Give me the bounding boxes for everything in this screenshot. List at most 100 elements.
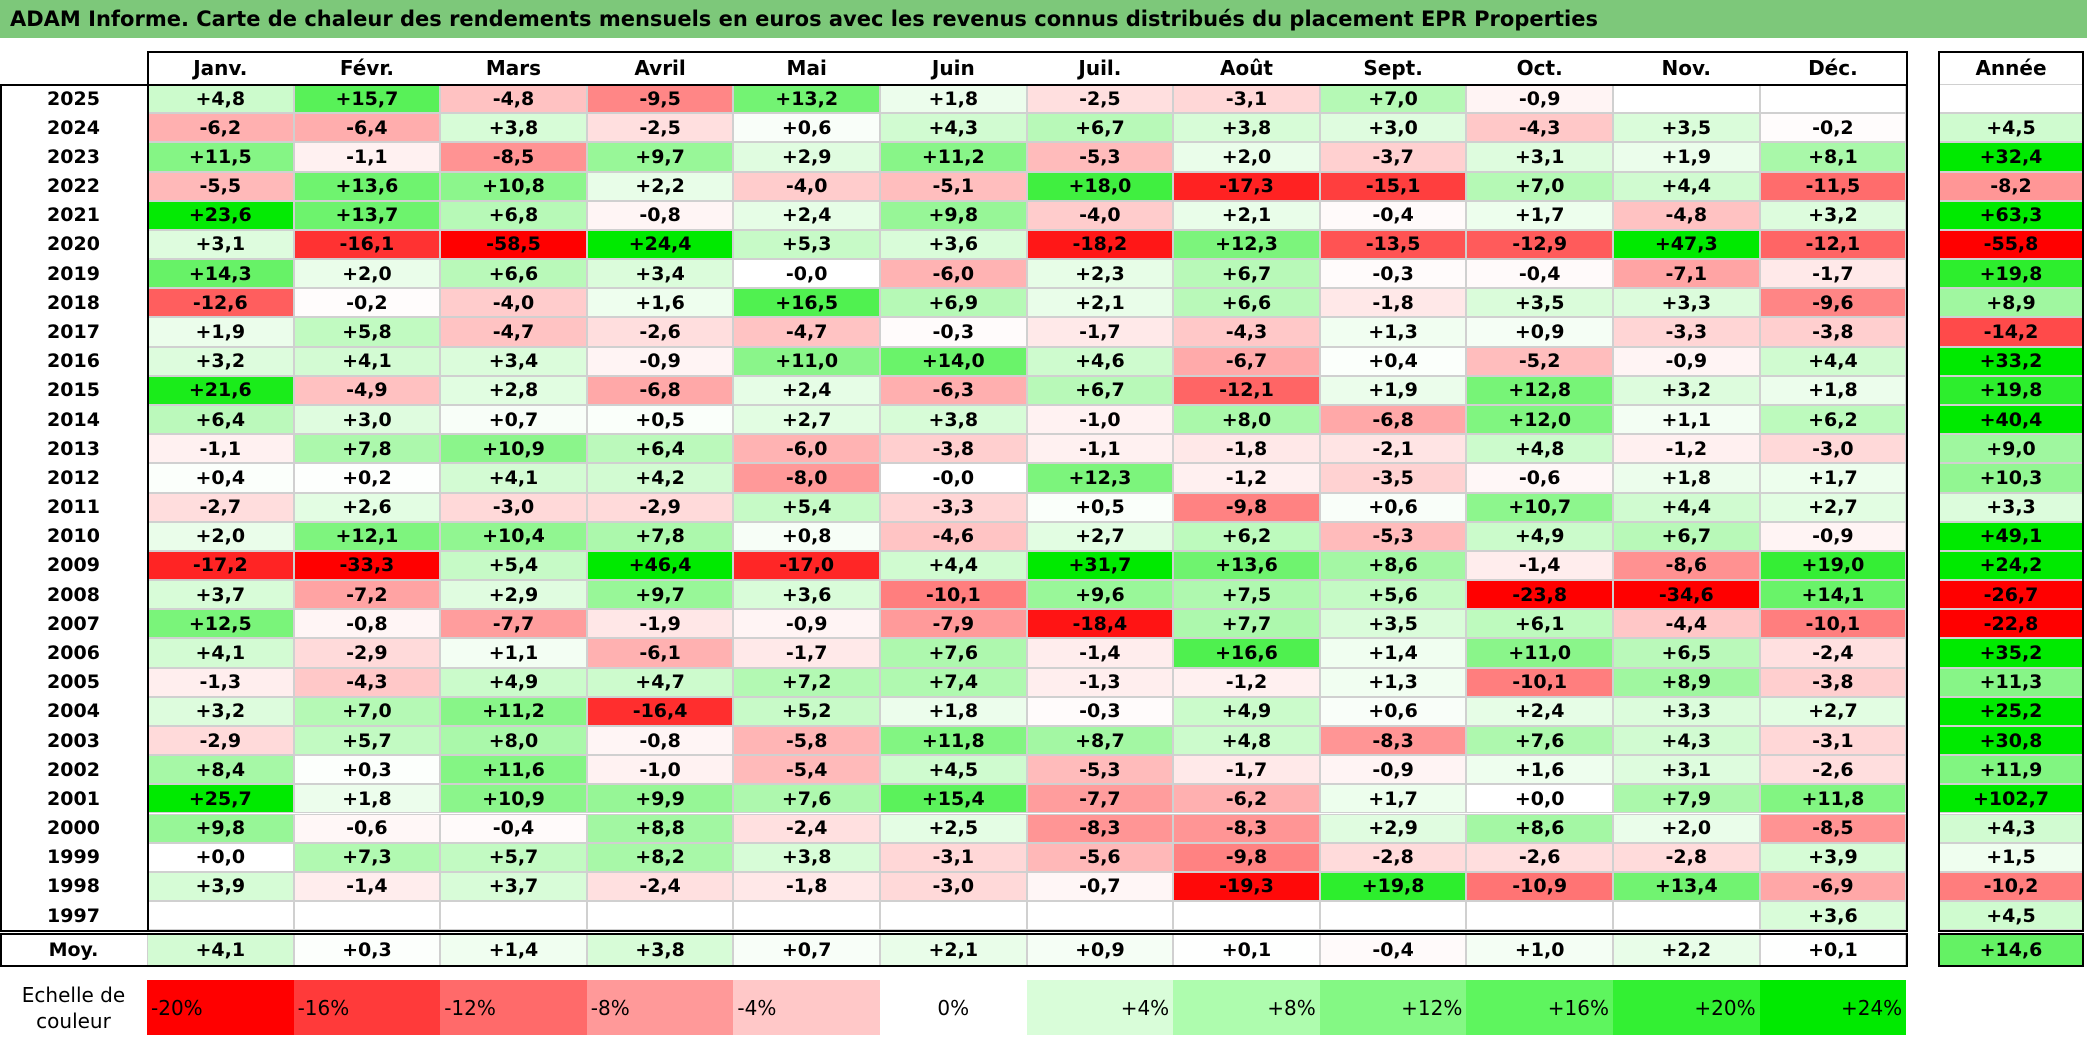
- legend-step: -4%: [733, 980, 880, 1035]
- heatmap-cell: -3,0: [440, 492, 587, 522]
- heatmap-cell: [586, 901, 734, 931]
- heatmap-cell: +3,2: [1759, 200, 1907, 230]
- heatmap-cell: +8,0: [440, 725, 587, 756]
- heatmap-cell: -2,7: [147, 492, 294, 522]
- heatmap-cell: +8,6: [1319, 550, 1467, 581]
- heatmap-cell: +0,7: [440, 404, 587, 435]
- heatmap-cell: +4,7: [586, 667, 734, 697]
- year-label: 2020: [47, 233, 100, 256]
- heatmap-cell: +8,9: [1613, 667, 1760, 697]
- heatmap-cell: +14,1: [1759, 580, 1907, 610]
- heatmap-cell: +1,1: [440, 638, 587, 668]
- year-label: 2025: [47, 87, 100, 110]
- annual-cell: +40,4: [1938, 404, 2084, 435]
- heatmap-cell: +2,0: [147, 521, 294, 551]
- heatmap-cell: -4,9: [293, 375, 441, 405]
- annual-cell: -55,8: [1938, 229, 2084, 260]
- annual-cell: +3,3: [1938, 492, 2084, 522]
- heatmap-cell: -6,4: [293, 113, 441, 143]
- heatmap-cell: -3,0: [1759, 434, 1907, 464]
- heatmap-cell: +1,8: [1613, 463, 1760, 493]
- year-label: 2018: [47, 291, 100, 314]
- heatmap-cell: -7,7: [1026, 784, 1174, 814]
- heatmap-cell: +1,9: [147, 317, 294, 347]
- column-header: Nov.: [1661, 55, 1712, 80]
- heatmap-cell: +7,0: [1466, 171, 1613, 201]
- heatmap-cell: +0,8: [733, 521, 880, 551]
- heatmap-cell: +5,7: [440, 842, 587, 872]
- column-header: Oct.: [1516, 55, 1563, 80]
- heatmap-cell: +16,6: [1173, 638, 1320, 668]
- heatmap-cell: -2,9: [586, 492, 734, 522]
- heatmap-cell: +7,0: [1319, 84, 1467, 114]
- year-label: 2009: [47, 554, 100, 577]
- heatmap-cell: +3,0: [293, 404, 441, 435]
- heatmap-cell: -1,1: [147, 434, 294, 464]
- heatmap-cell: -0,9: [733, 609, 880, 639]
- annual-cell: +49,1: [1938, 521, 2084, 551]
- heatmap-cell: +0,3: [293, 755, 441, 785]
- heatmap-cell: +11,2: [440, 696, 587, 726]
- heatmap-cell: [1173, 901, 1320, 931]
- heatmap-cell: +3,5: [1319, 609, 1467, 639]
- column-header: Déc.: [1808, 55, 1858, 80]
- heatmap-cell: +1,6: [586, 288, 734, 318]
- year-label: 2016: [47, 350, 100, 373]
- heatmap-cell: +4,9: [1466, 521, 1613, 551]
- heatmap-cell: -0,9: [1466, 84, 1613, 114]
- heatmap-cell: +1,8: [880, 84, 1027, 114]
- annual-cell: +30,8: [1938, 725, 2084, 756]
- heatmap-cell: -5,6: [1026, 842, 1174, 872]
- heatmap-cell: -4,3: [293, 667, 441, 697]
- heatmap-cell: -1,1: [293, 142, 441, 172]
- heatmap-cell: [147, 901, 294, 931]
- year-label: 2006: [47, 641, 100, 664]
- heatmap-cell: +2,8: [440, 375, 587, 405]
- heatmap-cell: +2,4: [733, 375, 880, 405]
- heatmap-cell: +3,6: [880, 229, 1027, 260]
- heatmap-cell: +2,7: [733, 404, 880, 435]
- heatmap-cell: +10,4: [440, 521, 587, 551]
- year-label: 2015: [47, 379, 100, 402]
- heatmap-cell: +3,8: [1173, 113, 1320, 143]
- heatmap-cell: -10,1: [880, 580, 1027, 610]
- heatmap-cell: -1,3: [1026, 667, 1174, 697]
- heatmap-cell: -1,2: [1613, 434, 1760, 464]
- heatmap-cell: +12,8: [1466, 375, 1613, 405]
- heatmap-cell: -6,2: [147, 113, 294, 143]
- heatmap-cell: +5,7: [293, 725, 441, 756]
- heatmap-cell: +2,5: [880, 813, 1027, 843]
- heatmap-cell: -1,8: [733, 871, 880, 902]
- average-annual-cell: +14,6: [1938, 933, 2084, 967]
- heatmap-cell: +0,2: [293, 463, 441, 493]
- heatmap-cell: -17,2: [147, 550, 294, 581]
- heatmap-cell: -9,6: [1759, 288, 1907, 318]
- heatmap-cell: +46,4: [586, 550, 734, 581]
- heatmap-cell: -3,3: [880, 492, 1027, 522]
- heatmap-cell: +3,8: [440, 113, 587, 143]
- annual-cell: +33,2: [1938, 346, 2084, 376]
- heatmap-cell: -0,2: [293, 288, 441, 318]
- annual-cell: [1938, 84, 2084, 114]
- heatmap-cell: -1,0: [1026, 404, 1174, 435]
- heatmap-cell: -18,4: [1026, 609, 1174, 639]
- heatmap-cell: +2,9: [1319, 813, 1467, 843]
- heatmap-cell: +31,7: [1026, 550, 1174, 581]
- heatmap-cell: -58,5: [440, 229, 587, 260]
- heatmap-cell: -0,4: [440, 813, 587, 843]
- heatmap-cell: -4,7: [440, 317, 587, 347]
- heatmap-cell: -3,8: [1759, 667, 1907, 697]
- heatmap-cell: +1,3: [1319, 667, 1467, 697]
- heatmap-cell: -6,0: [880, 259, 1027, 289]
- column-header: Janv.: [193, 55, 248, 80]
- heatmap-cell: +0,5: [1026, 492, 1174, 522]
- heatmap-cell: -1,7: [1026, 317, 1174, 347]
- annual-cell: +11,9: [1938, 755, 2084, 785]
- heatmap-cell: +47,3: [1613, 229, 1760, 260]
- annual-cell: +10,3: [1938, 463, 2084, 493]
- heatmap-cell: +9,8: [880, 200, 1027, 230]
- heatmap-cell: -5,2: [1466, 346, 1613, 376]
- heatmap-cell: +0,0: [147, 842, 294, 872]
- year-label: 2021: [47, 204, 100, 227]
